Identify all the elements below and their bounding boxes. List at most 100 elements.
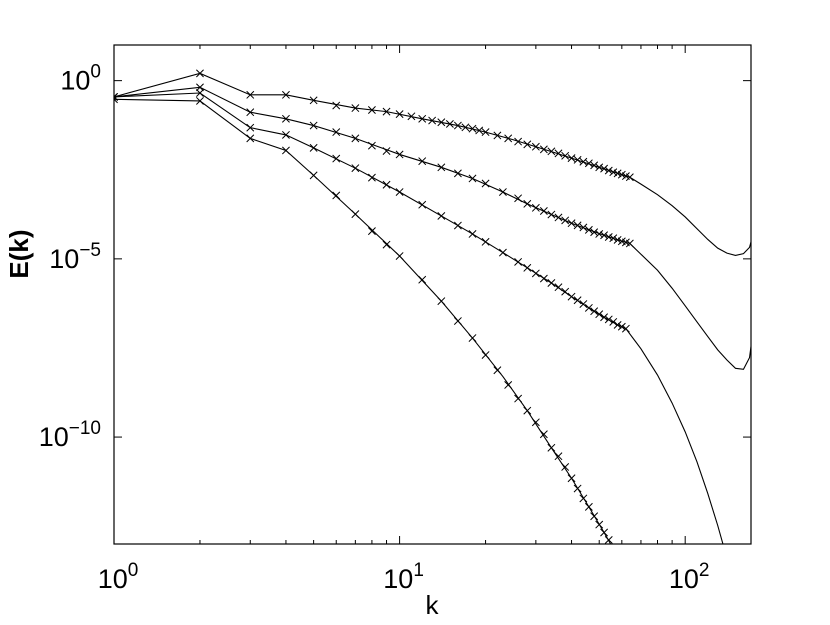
series-4-marker [382, 240, 391, 249]
series-3-marker [617, 322, 626, 331]
series-2-marker [382, 147, 391, 155]
series-2-marker [437, 163, 446, 172]
series-4-marker [395, 252, 404, 260]
series-4-marker [196, 96, 204, 105]
series-3-marker [579, 300, 588, 308]
series-layer [114, 69, 751, 544]
series-1-marker [196, 69, 204, 78]
series-2-marker [554, 213, 563, 222]
series-3-marker [246, 123, 255, 132]
series-4-marker [367, 227, 376, 236]
series-2-marker [196, 83, 204, 92]
series-3-marker [309, 143, 318, 152]
series-2-marker [481, 179, 490, 188]
series-1-marker [523, 140, 532, 149]
series-4-marker [600, 528, 609, 537]
series-3-marker [196, 89, 204, 97]
series-1-marker [561, 151, 570, 160]
series-1-marker [453, 121, 462, 130]
series-4-marker [281, 146, 290, 155]
series-1-marker [554, 149, 563, 158]
series-3-marker [453, 221, 462, 230]
series-2-marker [609, 234, 618, 243]
y-tick-label: 10−5 [49, 240, 101, 274]
series-4-marker [579, 494, 588, 503]
series-4-marker [514, 394, 523, 403]
series-2-marker [418, 157, 427, 166]
series-1-marker [332, 101, 341, 110]
series-2-marker [547, 210, 556, 219]
series-2-marker [367, 141, 376, 150]
series-2-marker [531, 203, 540, 212]
series-4-marker [418, 275, 427, 284]
series-2-marker [595, 229, 604, 238]
series-1-marker [418, 114, 427, 123]
series-4-marker [437, 297, 446, 306]
series-1-marker [395, 110, 404, 119]
series-1-marker [514, 137, 523, 146]
series-1-marker [461, 123, 470, 132]
series-3-marker [382, 180, 391, 189]
series-4 [114, 95, 613, 544]
series-1-marker [382, 107, 391, 116]
y-axis-label: E(k) [4, 229, 34, 278]
y-tick-label: 10−10 [39, 418, 101, 452]
x-tick-label: 100 [98, 560, 139, 594]
series-2-marker [281, 114, 290, 123]
series-4-marker [114, 95, 118, 104]
series-4-marker [539, 430, 548, 439]
x-tick-label: 102 [669, 560, 710, 594]
ticks-layer: 100 101 102 100 10−5 10−10 [39, 45, 751, 594]
plot-frame [113, 44, 752, 545]
series-1-marker [600, 164, 609, 173]
series-3-marker [418, 200, 427, 209]
series-3-marker [590, 307, 599, 316]
series-3-marker [281, 130, 290, 139]
series-3-marker [609, 317, 618, 326]
series-4-marker [481, 351, 490, 360]
x-tick-label: 101 [383, 560, 424, 594]
series-4-marker [567, 474, 576, 483]
series-1-marker [567, 154, 576, 163]
series-4-marker [554, 452, 563, 461]
series-1-marker [595, 163, 604, 172]
series-4-marker [309, 171, 318, 180]
series-3-marker [514, 257, 523, 266]
series-2-marker [561, 216, 570, 225]
series-1-marker [625, 173, 634, 182]
series-3-marker [554, 283, 563, 292]
series-1-marker [351, 104, 360, 113]
series-1-marker [547, 147, 556, 156]
series-3-marker [367, 173, 376, 182]
series-4-marker [531, 418, 540, 427]
series-2-marker [395, 150, 404, 159]
series-1 [114, 69, 751, 256]
series-2-marker [584, 225, 593, 234]
series-4-marker [547, 443, 556, 452]
series-1-marker [445, 119, 454, 128]
x-axis-label: k [426, 590, 440, 620]
series-4-marker [351, 210, 360, 219]
series-1-marker [609, 168, 618, 177]
series-4-marker [493, 366, 502, 375]
series-3-marker [600, 313, 609, 322]
series-1-marker [309, 96, 318, 105]
series-1-marker [367, 106, 376, 114]
series-2-marker [523, 199, 532, 208]
series-3-marker [584, 303, 593, 312]
series-1-marker [531, 142, 540, 151]
series-2-marker [468, 174, 477, 183]
series-3-marker [468, 229, 477, 238]
series-3-marker [437, 211, 446, 220]
series-1-marker [246, 90, 255, 99]
series-2-marker [514, 194, 523, 203]
series-3-marker [567, 292, 576, 301]
series-1-marker [468, 124, 477, 133]
series-1-marker [281, 90, 290, 99]
series-2-marker [625, 239, 634, 248]
series-2-marker [613, 235, 622, 244]
series-3-marker [561, 287, 570, 296]
series-1-marker [475, 126, 484, 135]
